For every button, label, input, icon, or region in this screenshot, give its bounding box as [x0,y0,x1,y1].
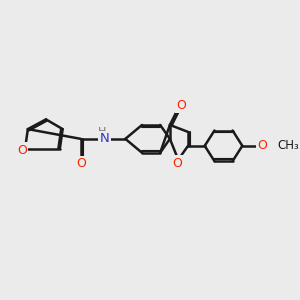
Text: O: O [172,157,182,169]
Text: O: O [17,143,27,157]
Text: O: O [177,99,187,112]
Text: H: H [98,127,106,137]
Text: O: O [257,139,267,152]
Text: O: O [76,158,86,170]
Text: N: N [100,132,109,146]
Text: CH₃: CH₃ [277,139,299,152]
